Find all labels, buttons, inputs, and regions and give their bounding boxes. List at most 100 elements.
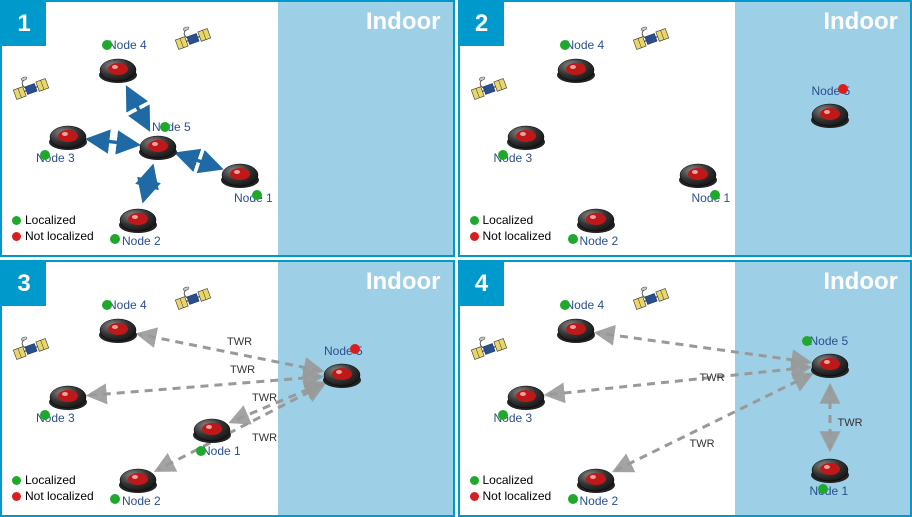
legend-row-localized: Localized <box>470 473 552 487</box>
node-n4 <box>556 57 596 83</box>
node-icon <box>810 457 850 483</box>
legend-dot-localized <box>470 476 479 485</box>
legend-label: Localized <box>483 213 534 227</box>
legend: Localized Not localized <box>470 211 552 243</box>
satellite-icon <box>174 282 212 316</box>
legend-row-not-localized: Not localized <box>12 229 94 243</box>
node-n2 <box>118 207 158 233</box>
status-dot-localized <box>196 446 206 456</box>
legend-dot-localized <box>12 216 21 225</box>
legend-label: Not localized <box>483 489 552 503</box>
node-icon <box>678 162 718 188</box>
node-icon <box>118 467 158 493</box>
node-label: Node 5 <box>152 120 191 134</box>
node-n3 <box>506 124 546 150</box>
indoor-label: Indoor <box>823 268 898 296</box>
node-n5 <box>138 134 178 160</box>
panel-2: 2Indoor <box>458 0 912 257</box>
node-label: Node 4 <box>108 38 147 52</box>
node-icon <box>220 162 260 188</box>
node-icon <box>48 124 88 150</box>
legend-label: Localized <box>25 213 76 227</box>
status-dot-localized <box>252 190 262 200</box>
node-n1 <box>678 162 718 188</box>
legend-dot-localized <box>12 476 21 485</box>
status-dot-localized <box>498 410 508 420</box>
status-dot-localized <box>818 484 828 494</box>
node-label: Node 5 <box>810 334 849 348</box>
legend-dot-not-localized <box>12 232 21 241</box>
node-n4 <box>98 57 138 83</box>
node-icon <box>192 417 232 443</box>
legend: Localized Not localized <box>12 211 94 243</box>
satellite-icon <box>470 72 508 106</box>
legend-label: Not localized <box>25 229 94 243</box>
panel-number: 1 <box>2 2 46 46</box>
legend: Localized Not localized <box>12 471 94 503</box>
indoor-zone <box>278 2 453 255</box>
status-dot-localized <box>498 150 508 160</box>
panel-grid: 1 Indoor <box>0 0 912 517</box>
indoor-zone <box>278 262 453 515</box>
status-dot-localized <box>560 40 570 50</box>
indoor-zone <box>735 2 910 255</box>
node-n1 <box>220 162 260 188</box>
edge <box>144 168 152 199</box>
status-dot-localized <box>160 122 170 132</box>
edge-label: TWR <box>700 372 725 384</box>
node-label: Node 2 <box>580 234 619 248</box>
node-label: Node 2 <box>122 234 161 248</box>
status-dot-localized <box>802 336 812 346</box>
node-n2 <box>576 207 616 233</box>
satellite-icon <box>632 282 670 316</box>
satellite-icon <box>632 22 670 56</box>
legend-row-localized: Localized <box>12 473 94 487</box>
node-label: Node 2 <box>580 494 619 508</box>
node-icon <box>506 384 546 410</box>
edge-label: TWR <box>252 392 277 404</box>
panel-number: 3 <box>2 262 46 306</box>
status-dot-localized <box>110 494 120 504</box>
node-n5 <box>810 352 850 378</box>
edge-label: TWR <box>252 432 277 444</box>
status-dot-localized <box>568 234 578 244</box>
node-icon <box>138 134 178 160</box>
node-n1 <box>192 417 232 443</box>
node-label: Node 4 <box>566 38 605 52</box>
status-dot-localized <box>102 300 112 310</box>
legend: Localized Not localized <box>470 471 552 503</box>
node-label: Node 2 <box>122 494 161 508</box>
node-icon <box>576 207 616 233</box>
node-icon <box>98 57 138 83</box>
node-label: Node 4 <box>566 298 605 312</box>
panel-number: 2 <box>460 2 504 46</box>
node-n5 <box>322 362 362 388</box>
legend-row-localized: Localized <box>12 213 94 227</box>
edge-label: TWR <box>227 336 252 348</box>
node-label: Node 1 <box>810 484 849 498</box>
status-dot-localized <box>110 234 120 244</box>
node-icon <box>556 57 596 83</box>
status-dot-localized <box>710 190 720 200</box>
satellite-icon <box>174 22 212 56</box>
node-n4 <box>556 317 596 343</box>
panel-4: 4IndoorTWRTWRTWR <box>458 260 912 517</box>
legend-row-not-localized: Not localized <box>470 489 552 503</box>
status-dot-localized <box>102 40 112 50</box>
node-icon <box>810 352 850 378</box>
satellite-icon <box>470 332 508 366</box>
legend-label: Not localized <box>483 229 552 243</box>
legend-label: Not localized <box>25 489 94 503</box>
panel-3: 3 Indoor TWR TWR TWR TWR <box>0 260 455 517</box>
edge-label: TWR <box>230 364 255 376</box>
node-icon <box>118 207 158 233</box>
edge-label: TWR <box>838 417 863 429</box>
node-n3 <box>48 124 88 150</box>
node-icon <box>556 317 596 343</box>
panel-number: 4 <box>460 262 504 306</box>
node-icon <box>322 362 362 388</box>
node-n2 <box>576 467 616 493</box>
legend-row-not-localized: Not localized <box>470 229 552 243</box>
indoor-label: Indoor <box>366 268 441 296</box>
indoor-label: Indoor <box>366 8 441 36</box>
